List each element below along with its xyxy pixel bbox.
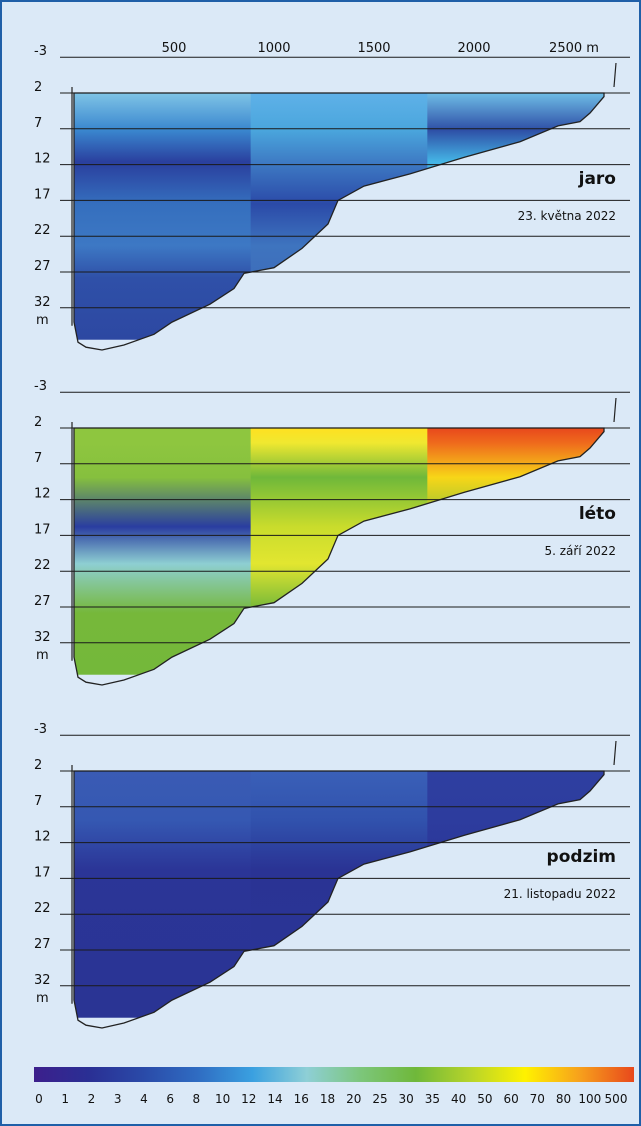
depth-label-6: 27	[34, 937, 51, 952]
water-region-left	[74, 428, 255, 675]
lake-bottom-outline	[73, 427, 605, 686]
legend-label-12: 20	[346, 1092, 361, 1106]
depth-label-3: 12	[34, 152, 51, 167]
depth-label-5: 22	[34, 901, 51, 916]
depth-label-7: 32	[34, 295, 51, 310]
legend-label-13: 25	[372, 1092, 387, 1106]
season-label: léto	[579, 504, 616, 524]
legend-label-15: 35	[425, 1092, 440, 1106]
legend-label-19: 70	[530, 1092, 545, 1106]
depth-label-1: 2	[34, 80, 42, 95]
date-label: 21. listopadu 2022	[504, 887, 616, 901]
depth-label-4: 17	[34, 522, 51, 537]
depth-label-1: 2	[34, 758, 42, 773]
color-scale-bar	[34, 1067, 634, 1082]
date-label: 23. května 2022	[518, 209, 616, 223]
x-tick-label-4: 2500 m	[549, 41, 599, 56]
color-legend: 0 1 2 3 4 6 8 10 12 14 16 18 20 25 30 35 40 50 60 70 80 100 50…	[34, 1067, 634, 1106]
depth-label-1: 2	[34, 415, 42, 430]
legend-label-14: 30	[399, 1092, 414, 1106]
depth-label-0: -3	[34, 44, 47, 59]
depth-unit-label: m	[36, 648, 49, 663]
lake-bottom-outline	[73, 770, 605, 1029]
legend-label-2: 2	[88, 1092, 96, 1106]
depth-label-4: 17	[34, 865, 51, 880]
x-tick-label-0: 500	[162, 41, 187, 56]
depth-label-6: 27	[34, 594, 51, 609]
depth-label-0: -3	[34, 379, 47, 394]
legend-label-17: 50	[477, 1092, 492, 1106]
water-region-left	[74, 771, 255, 1018]
x-tick-label-3: 2000	[457, 41, 490, 56]
depth-unit-label: m	[36, 991, 49, 1006]
depth-label-3: 12	[34, 487, 51, 502]
water-region-left	[74, 93, 255, 340]
legend-label-7: 10	[215, 1092, 230, 1106]
legend-label-20: 80	[556, 1092, 571, 1106]
depth-label-3: 12	[34, 830, 51, 845]
legend-label-16: 40	[451, 1092, 466, 1106]
water-region-middle	[250, 428, 432, 675]
date-label: 5. září 2022	[544, 544, 616, 558]
water-region-middle	[250, 93, 432, 340]
x-tick-label-1: 1000	[257, 41, 290, 56]
season-label: jaro	[578, 169, 616, 189]
depth-label-0: -3	[34, 722, 47, 737]
legend-label-18: 60	[503, 1092, 518, 1106]
depth-label-6: 27	[34, 259, 51, 274]
season-label: podzim	[547, 847, 616, 867]
legend-label-9: 14	[267, 1092, 282, 1106]
legend-label-22: 500	[605, 1092, 628, 1106]
depth-label-7: 32	[34, 973, 51, 988]
legend-label-6: 8	[193, 1092, 201, 1106]
x-tick-label-2: 1500	[357, 41, 390, 56]
depth-unit-label: m	[36, 313, 49, 328]
legend-label-1: 1	[61, 1092, 69, 1106]
lake-bottom-outline	[73, 92, 605, 351]
depth-label-2: 7	[34, 116, 42, 131]
legend-label-0: 0	[35, 1092, 43, 1106]
depth-label-4: 17	[34, 187, 51, 202]
legend-label-10: 16	[294, 1092, 309, 1106]
depth-label-2: 7	[34, 794, 42, 809]
shore-line-right	[613, 62, 617, 88]
legend-label-3: 3	[114, 1092, 122, 1106]
legend-label-8: 12	[241, 1092, 256, 1106]
shore-line-right	[613, 740, 617, 766]
legend-label-5: 6	[166, 1092, 174, 1106]
water-region-middle	[250, 771, 432, 1018]
depth-label-5: 22	[34, 558, 51, 573]
legend-label-4: 4	[140, 1092, 148, 1106]
x-axis: 500 1000 1500 2000 2500 m	[162, 41, 599, 56]
depth-label-5: 22	[34, 223, 51, 238]
depth-label-7: 32	[34, 630, 51, 645]
shore-line-right	[613, 397, 617, 423]
legend-label-21: 100	[578, 1092, 601, 1106]
legend-label-11: 18	[320, 1092, 335, 1106]
depth-label-2: 7	[34, 451, 42, 466]
